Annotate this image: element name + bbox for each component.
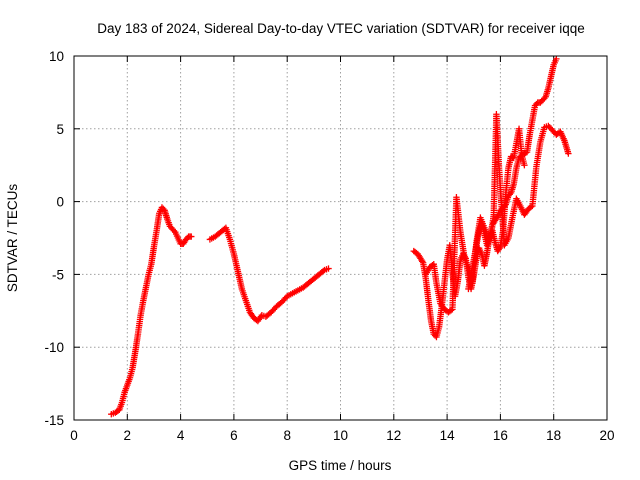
y-tick-label: -15 (44, 413, 64, 428)
x-tick-label: 10 (333, 428, 348, 443)
x-tick-label: 4 (177, 428, 185, 443)
series-segment-5 (465, 125, 528, 293)
data-points (108, 55, 572, 418)
data-point-interp (496, 244, 503, 252)
y-tick-label: 0 (56, 195, 64, 210)
series-segment-3 (410, 55, 560, 341)
data-point-interp (419, 258, 426, 265)
series-segment-1 (108, 204, 195, 418)
series-segment-2 (206, 224, 332, 325)
data-point-interp (160, 205, 167, 213)
data-point (565, 150, 572, 157)
axis-ticks: 0 2 4 6 8 10 12 14 16 18 20 -15 -10 -5 0 5 10 (44, 49, 614, 443)
x-tick-label: 20 (599, 428, 614, 443)
chart-title: Day 183 of 2024, Sidereal Day-to-day VTE… (97, 21, 584, 36)
data-point-interp (170, 227, 178, 234)
data-point-interp (319, 267, 327, 275)
y-tick-label: 5 (56, 122, 64, 137)
x-tick-label: 2 (124, 428, 132, 443)
data-point-interp (541, 95, 548, 102)
x-tick-label: 12 (386, 428, 401, 443)
plot-frame (73, 55, 608, 421)
y-tick-label: -5 (52, 267, 64, 282)
y-tick-label: -10 (44, 340, 64, 355)
data-point (553, 55, 560, 63)
data-point (325, 265, 332, 272)
x-tick-label: 16 (493, 428, 508, 443)
x-tick-label: 6 (230, 428, 238, 443)
y-tick-label: 10 (49, 49, 64, 64)
y-axis-label: SDTVAR / TECUs (5, 184, 20, 293)
data-point (188, 233, 195, 240)
data-point-interp (493, 214, 501, 221)
x-tick-label: 8 (283, 428, 291, 443)
x-tick-label: 14 (440, 428, 456, 443)
x-axis-label: GPS time / hours (289, 458, 392, 473)
data-point (521, 162, 528, 169)
gridlines (74, 56, 607, 420)
x-tick-label: 0 (70, 428, 78, 443)
data-point-interp (447, 307, 455, 314)
x-tick-label: 18 (546, 428, 561, 443)
